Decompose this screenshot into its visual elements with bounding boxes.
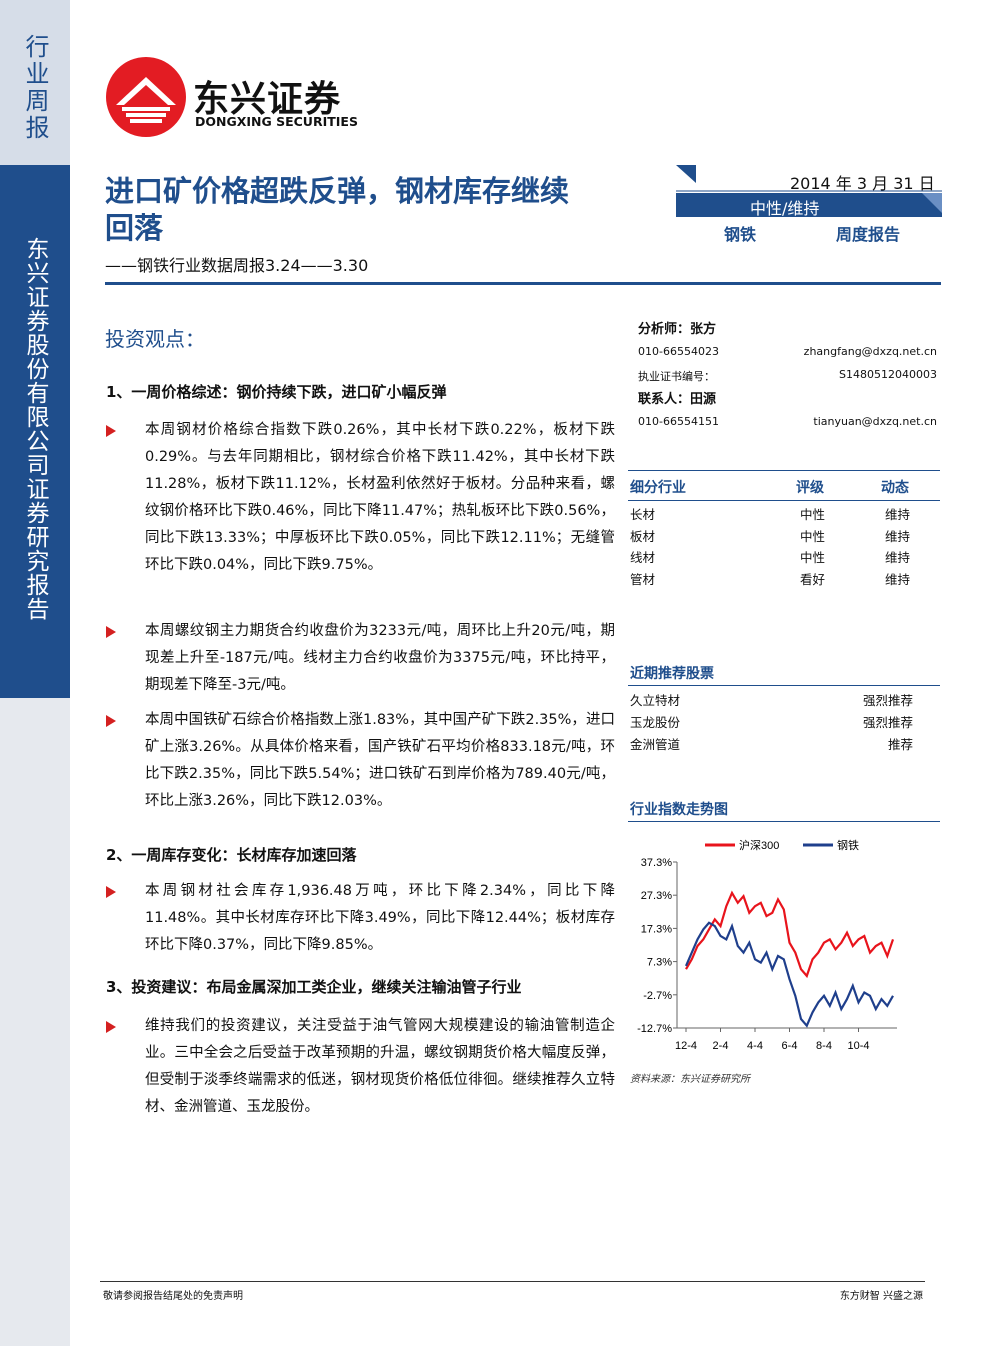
contact: 联系人：田源 bbox=[638, 392, 717, 407]
report-type: 周度报告 bbox=[836, 225, 901, 244]
table-cell: 看好 bbox=[800, 571, 826, 587]
section-heading: 投资观点： bbox=[105, 327, 205, 351]
x-tick-label: 12-4 bbox=[675, 1040, 697, 1052]
x-tick-label: 2-4 bbox=[713, 1040, 729, 1052]
stock-name: 金洲管道 bbox=[630, 737, 681, 752]
title: 进口矿价格超跌反弹，钢材库存继续 bbox=[105, 174, 570, 208]
sidebar-bottom bbox=[0, 698, 70, 1346]
table-cell: 中性 bbox=[800, 507, 826, 522]
table-cell: 管材 bbox=[630, 571, 656, 587]
section-title: 3、投资建议：布局金属深加工类企业，继续关注输油管子行业 bbox=[106, 978, 522, 996]
x-tick-label: 10-4 bbox=[847, 1040, 869, 1052]
rule bbox=[628, 500, 940, 501]
analyst: 分析师：张方 bbox=[638, 322, 717, 337]
x-tick-label: 4-4 bbox=[747, 1040, 763, 1052]
cert: S1480512040003 bbox=[839, 368, 937, 381]
paragraph: 本周钢材价格综合指数下跌0.26%，其中长材下跌0.22%，板材下跌0.29%。… bbox=[145, 422, 615, 573]
table-cell: 长材 bbox=[630, 507, 656, 522]
cert-label: 执业证书编号： bbox=[638, 370, 715, 383]
paragraph: 本周螺纹钢主力期货合约收盘价为3233元/吨，周环比上升20元/吨，期现差上升至… bbox=[145, 623, 615, 693]
stock-rating: 推荐 bbox=[887, 737, 913, 752]
y-tick-label: 37.3% bbox=[641, 857, 672, 869]
legend-label: 钢铁 bbox=[837, 839, 859, 852]
rule bbox=[628, 470, 940, 471]
y-tick-label: -12.7% bbox=[637, 1023, 672, 1035]
logo-cn: 东兴证券 bbox=[193, 79, 342, 120]
paragraph: 本周钢材社会库存1,936.48万吨，环比下降2.34%，同比下降11.48%。… bbox=[145, 883, 615, 953]
table-cell: 维持 bbox=[885, 507, 911, 522]
email: tianyuan@dxzq.net.cn bbox=[813, 415, 937, 428]
rule bbox=[628, 821, 940, 822]
table-cell: 维持 bbox=[885, 528, 911, 544]
y-tick-label: 17.3% bbox=[641, 923, 672, 935]
rating-box bbox=[676, 165, 942, 217]
stock-rating: 强烈推荐 bbox=[862, 693, 913, 708]
bullet-icon bbox=[106, 886, 116, 898]
footer-right: 东方财智 兴盛之源 bbox=[839, 1291, 923, 1302]
bullet-icon bbox=[106, 1021, 116, 1033]
logo-mark bbox=[106, 57, 186, 137]
logo-en: DONGXING SECURITIES bbox=[195, 114, 358, 129]
footer-left: 敬请参阅报告结尾处的免责声明 bbox=[103, 1291, 243, 1302]
table-cell: 维持 bbox=[885, 571, 911, 587]
bullet-icon bbox=[106, 626, 116, 638]
sidebar-label: 行业周报 bbox=[21, 34, 49, 142]
subtitle: ——钢铁行业数据周报3.24——3.30 bbox=[105, 256, 369, 275]
table-cell: 维持 bbox=[885, 550, 911, 565]
section-title: 1、一周价格综述：钢价持续下跌，进口矿小幅反弹 bbox=[106, 383, 447, 401]
bullet-icon bbox=[106, 715, 116, 727]
stock-name: 久立特材 bbox=[630, 693, 681, 708]
table-cell: 板材 bbox=[630, 528, 656, 544]
table-header: 细分行业 bbox=[630, 480, 686, 496]
footer-rule bbox=[100, 1281, 925, 1282]
rating: 中性/维持 bbox=[750, 199, 820, 218]
chart-source: 资料来源：东兴证券研究所 bbox=[630, 1074, 750, 1085]
x-tick-label: 6-4 bbox=[782, 1040, 798, 1052]
x-tick-label: 8-4 bbox=[816, 1040, 832, 1052]
stock-name: 玉龙股份 bbox=[630, 715, 681, 730]
paragraph: 本周中国铁矿石综合价格指数上涨1.83%，其中国产矿下跌2.35%，进口矿上涨3… bbox=[145, 712, 615, 809]
section-title: 2、一周库存变化：长材库存加速回落 bbox=[106, 846, 357, 864]
bullet-icon bbox=[106, 425, 116, 437]
phone: 010-66554151 bbox=[638, 415, 719, 428]
stocks-title: 近期推荐股票 bbox=[630, 666, 714, 682]
table-cell: 中性 bbox=[800, 528, 826, 544]
table-cell: 中性 bbox=[800, 550, 826, 565]
table-header: 评级 bbox=[796, 480, 824, 496]
header-rule bbox=[105, 282, 941, 285]
line-series bbox=[685, 890, 895, 979]
legend-label: 沪深300 bbox=[739, 838, 779, 852]
sidebar-company: 东兴证券股份有限公司证券研究报告 bbox=[22, 237, 48, 621]
email: zhangfang@dxzq.net.cn bbox=[803, 345, 937, 358]
sidebar-main: 东兴证券股份有限公司证券研究报告 bbox=[0, 165, 70, 698]
rule bbox=[628, 685, 940, 686]
line-series bbox=[684, 921, 894, 1028]
title: 回落 bbox=[105, 211, 164, 245]
sidebar-top: 行业周报 bbox=[0, 0, 70, 165]
y-tick-label: 7.3% bbox=[647, 957, 672, 969]
stock-rating: 强烈推荐 bbox=[862, 715, 913, 730]
y-tick-label: -2.7% bbox=[643, 990, 672, 1002]
y-tick-label: 27.3% bbox=[641, 890, 672, 902]
phone: 010-66554023 bbox=[638, 345, 719, 358]
chart-title: 行业指数走势图 bbox=[630, 802, 728, 818]
table-header: 动态 bbox=[881, 480, 909, 496]
date: 2014 年 3 月 31 日 bbox=[790, 174, 935, 193]
table-cell: 线材 bbox=[630, 550, 656, 565]
industry: 钢铁 bbox=[724, 225, 757, 244]
paragraph: 维持我们的投资建议，关注受益于油气管网大规模建设的输油管制造企业。三中全会之后受… bbox=[145, 1018, 615, 1115]
